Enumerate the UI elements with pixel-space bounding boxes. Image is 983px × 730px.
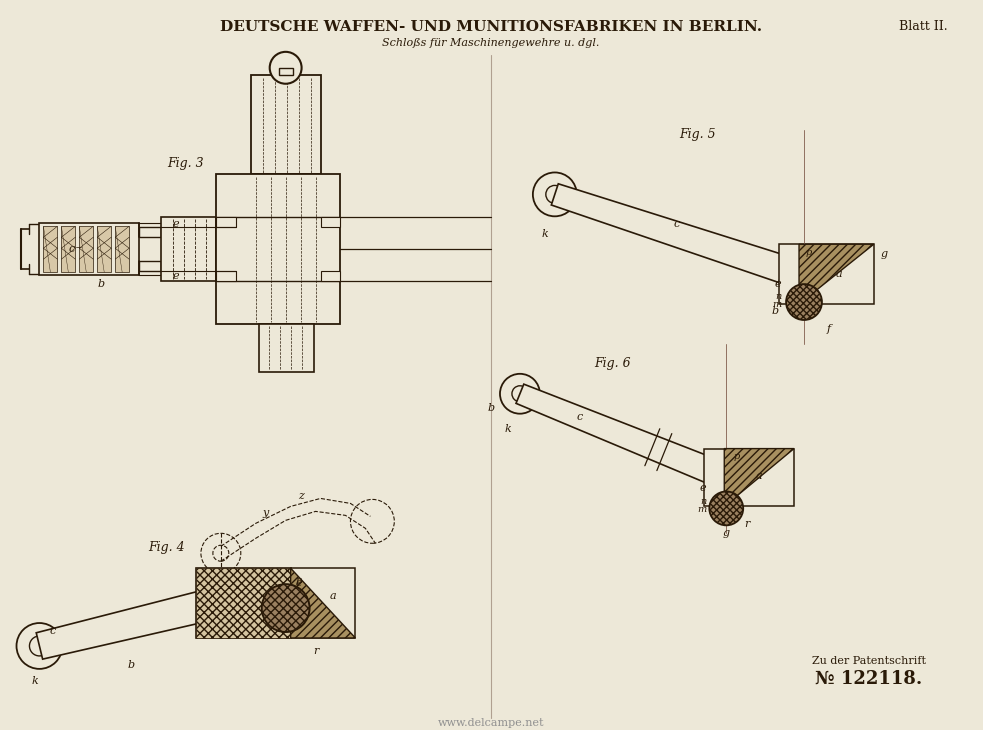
Bar bbox=[115, 226, 129, 272]
Circle shape bbox=[710, 491, 743, 526]
Bar bbox=[259, 324, 314, 372]
Text: z: z bbox=[298, 491, 304, 502]
Text: k: k bbox=[504, 423, 511, 434]
Bar bbox=[216, 174, 340, 324]
Text: b: b bbox=[128, 660, 135, 670]
Text: k: k bbox=[31, 676, 37, 686]
Bar bbox=[320, 271, 340, 281]
Text: n: n bbox=[700, 497, 707, 506]
Text: c: c bbox=[673, 219, 680, 229]
Bar bbox=[61, 226, 76, 272]
Bar bbox=[216, 218, 236, 227]
Text: r: r bbox=[313, 646, 318, 656]
Text: Fig. 3: Fig. 3 bbox=[168, 156, 204, 169]
Bar bbox=[251, 74, 320, 174]
Circle shape bbox=[533, 172, 577, 216]
Text: DEUTSCHE WAFFEN- UND MUNITIONSFABRIKEN IN BERLIN.: DEUTSCHE WAFFEN- UND MUNITIONSFABRIKEN I… bbox=[220, 20, 762, 34]
Text: Fig. 4: Fig. 4 bbox=[147, 541, 185, 554]
Text: m: m bbox=[772, 299, 781, 309]
Bar bbox=[196, 568, 291, 638]
Bar bbox=[80, 226, 93, 272]
Bar bbox=[780, 245, 874, 304]
Circle shape bbox=[206, 579, 225, 597]
Circle shape bbox=[17, 623, 62, 669]
Bar bbox=[278, 68, 293, 74]
Polygon shape bbox=[799, 245, 874, 304]
Circle shape bbox=[500, 374, 540, 414]
Text: n: n bbox=[775, 291, 781, 301]
Text: m: m bbox=[697, 505, 707, 514]
Polygon shape bbox=[724, 448, 794, 507]
Text: r: r bbox=[744, 519, 750, 529]
Text: e: e bbox=[173, 219, 179, 229]
Text: b: b bbox=[488, 403, 495, 412]
Bar bbox=[161, 218, 216, 281]
Circle shape bbox=[269, 52, 302, 84]
Polygon shape bbox=[291, 568, 356, 638]
Text: e: e bbox=[296, 578, 302, 588]
Bar bbox=[97, 226, 111, 272]
Text: Zu der Patentschrift: Zu der Patentschrift bbox=[812, 656, 926, 666]
Text: a: a bbox=[836, 269, 842, 279]
Text: Blatt II.: Blatt II. bbox=[898, 20, 948, 33]
Text: p: p bbox=[296, 576, 302, 585]
Text: g: g bbox=[296, 591, 303, 601]
Bar bbox=[216, 271, 236, 281]
Text: f: f bbox=[827, 324, 831, 334]
Circle shape bbox=[261, 584, 310, 632]
Text: Schloßs für Maschinengewehre u. dgl.: Schloßs für Maschinengewehre u. dgl. bbox=[382, 38, 600, 48]
Text: a: a bbox=[329, 591, 336, 601]
Text: g: g bbox=[723, 529, 729, 538]
Text: c: c bbox=[577, 412, 583, 422]
Circle shape bbox=[546, 185, 564, 204]
Text: c: c bbox=[49, 626, 56, 636]
Bar bbox=[320, 218, 340, 227]
Text: k: k bbox=[542, 229, 549, 239]
Bar bbox=[291, 568, 356, 638]
Text: p: p bbox=[733, 452, 739, 461]
Text: c: c bbox=[68, 245, 75, 254]
Bar bbox=[196, 568, 291, 638]
Text: p: p bbox=[806, 247, 812, 257]
Bar bbox=[43, 226, 57, 272]
Text: g: g bbox=[881, 249, 888, 259]
Text: www.delcampe.net: www.delcampe.net bbox=[437, 718, 545, 728]
Text: e: e bbox=[173, 271, 179, 281]
Text: b: b bbox=[97, 279, 105, 289]
Text: e: e bbox=[700, 483, 707, 493]
Circle shape bbox=[786, 284, 822, 320]
Bar bbox=[705, 448, 794, 507]
Text: b: b bbox=[772, 306, 780, 316]
Bar bbox=[140, 227, 161, 237]
Text: a: a bbox=[756, 472, 763, 482]
Text: № 122118.: № 122118. bbox=[815, 670, 922, 688]
Text: y: y bbox=[262, 508, 268, 518]
Circle shape bbox=[512, 385, 528, 402]
Polygon shape bbox=[551, 184, 787, 283]
Polygon shape bbox=[36, 585, 227, 659]
Text: Fig. 6: Fig. 6 bbox=[595, 357, 631, 370]
Bar bbox=[140, 261, 161, 271]
Text: Fig. 5: Fig. 5 bbox=[679, 128, 716, 141]
Text: e: e bbox=[775, 279, 781, 289]
Polygon shape bbox=[516, 384, 715, 483]
Circle shape bbox=[29, 636, 49, 656]
Circle shape bbox=[206, 607, 225, 625]
Bar bbox=[39, 223, 140, 275]
